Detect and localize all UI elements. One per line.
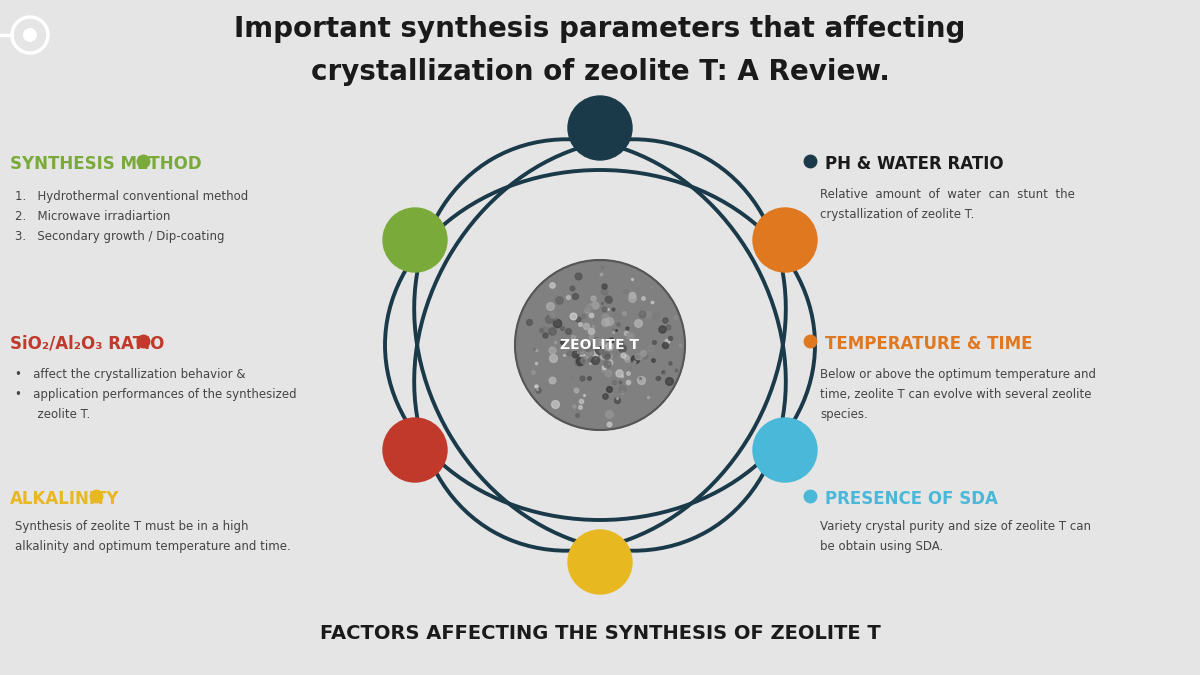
Text: Synthesis of zeolite T must be in a high: Synthesis of zeolite T must be in a high — [14, 520, 248, 533]
Text: ZEOLITE T: ZEOLITE T — [560, 338, 640, 352]
Text: PRESENCE OF SDA: PRESENCE OF SDA — [826, 490, 998, 508]
Text: •   affect the crystallization behavior &: • affect the crystallization behavior & — [14, 368, 246, 381]
Circle shape — [383, 418, 446, 482]
Text: Relative  amount  of  water  can  stunt  the: Relative amount of water can stunt the — [820, 188, 1075, 201]
Text: alkalinity and optimum temperature and time.: alkalinity and optimum temperature and t… — [14, 540, 290, 553]
Text: be obtain using SDA.: be obtain using SDA. — [820, 540, 943, 553]
Text: Important synthesis parameters that affecting: Important synthesis parameters that affe… — [234, 15, 966, 43]
Circle shape — [383, 208, 446, 272]
Circle shape — [515, 260, 685, 430]
Text: Variety crystal purity and size of zeolite T can: Variety crystal purity and size of zeoli… — [820, 520, 1091, 533]
Text: crystallization of zeolite T.: crystallization of zeolite T. — [820, 208, 974, 221]
Text: SiO₂/Al₂O₃ RATIO: SiO₂/Al₂O₃ RATIO — [10, 335, 164, 353]
Text: 1.   Hydrothermal conventional method: 1. Hydrothermal conventional method — [14, 190, 248, 203]
Text: FACTORS AFFECTING THE SYNTHESIS OF ZEOLITE T: FACTORS AFFECTING THE SYNTHESIS OF ZEOLI… — [319, 624, 881, 643]
Circle shape — [568, 530, 632, 594]
Text: •   application performances of the synthesized: • application performances of the synthe… — [14, 388, 296, 401]
Circle shape — [754, 208, 817, 272]
Text: species.: species. — [820, 408, 868, 421]
Text: PH & WATER RATIO: PH & WATER RATIO — [826, 155, 1003, 173]
Text: crystallization of zeolite T: A Review.: crystallization of zeolite T: A Review. — [311, 58, 889, 86]
Text: Below or above the optimum temperature and: Below or above the optimum temperature a… — [820, 368, 1096, 381]
Text: 3.   Secondary growth / Dip-coating: 3. Secondary growth / Dip-coating — [14, 230, 224, 243]
Text: SYNTHESIS METHOD: SYNTHESIS METHOD — [10, 155, 202, 173]
Text: 2.   Microwave irradiartion: 2. Microwave irradiartion — [14, 210, 170, 223]
Text: time, zeolite T can evolve with several zeolite: time, zeolite T can evolve with several … — [820, 388, 1092, 401]
Circle shape — [754, 418, 817, 482]
Text: zeolite T.: zeolite T. — [14, 408, 90, 421]
Text: TEMPERATURE & TIME: TEMPERATURE & TIME — [826, 335, 1032, 353]
Text: ALKALINITY: ALKALINITY — [10, 490, 120, 508]
Circle shape — [568, 96, 632, 160]
Circle shape — [24, 29, 36, 41]
